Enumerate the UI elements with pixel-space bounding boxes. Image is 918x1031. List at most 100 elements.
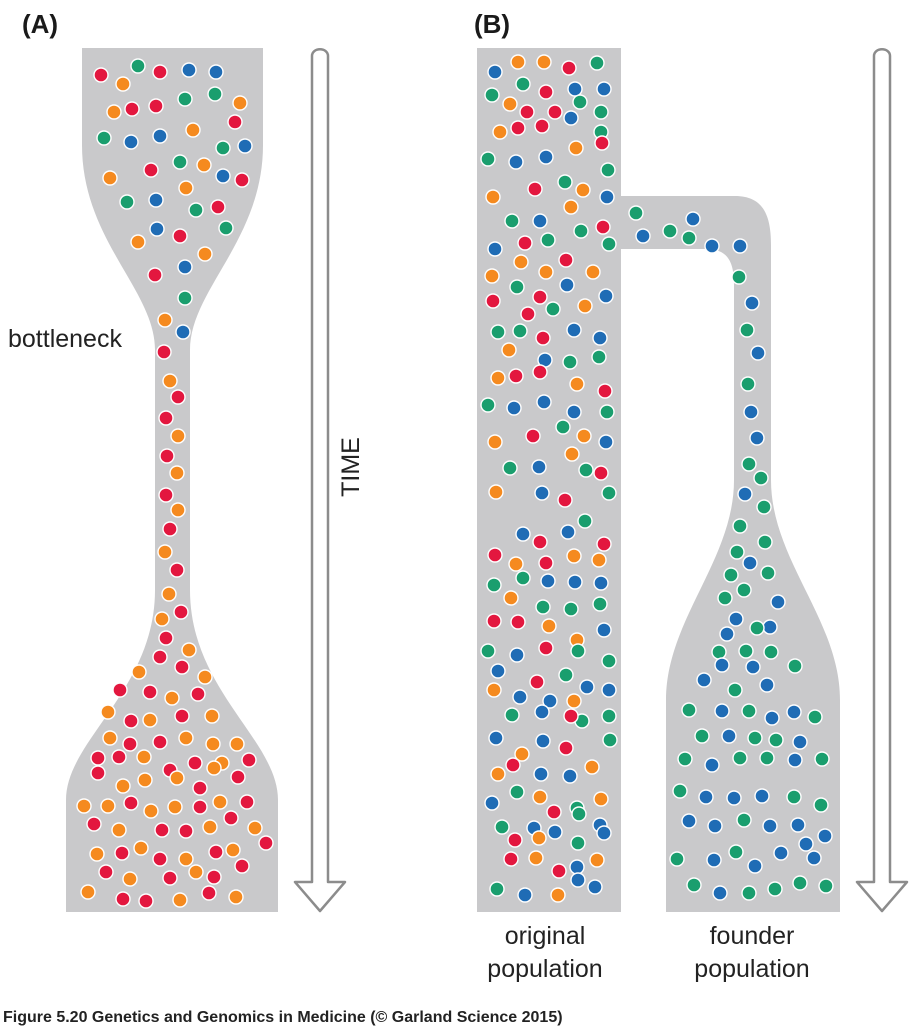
- allele-dot: [90, 765, 106, 781]
- allele-dot: [178, 730, 194, 746]
- allele-dot: [570, 872, 586, 888]
- allele-dot: [133, 840, 149, 856]
- allele-dot: [517, 887, 533, 903]
- allele-dot: [601, 682, 617, 698]
- allele-dot: [545, 301, 561, 317]
- allele-dot: [558, 667, 574, 683]
- allele-dot: [732, 238, 748, 254]
- allele-dot: [764, 710, 780, 726]
- allele-dot: [130, 234, 146, 250]
- allele-dot: [508, 154, 524, 170]
- allele-dot: [517, 235, 533, 251]
- allele-dot: [706, 852, 722, 868]
- allele-dot: [593, 575, 609, 591]
- allele-dot: [197, 246, 213, 262]
- allele-dot: [568, 140, 584, 156]
- allele-dot: [719, 626, 735, 642]
- allele-dot: [546, 804, 562, 820]
- allele-dot: [486, 577, 502, 593]
- allele-dot: [115, 778, 131, 794]
- allele-dot: [551, 863, 567, 879]
- allele-dot: [698, 789, 714, 805]
- time-label: TIME: [337, 437, 365, 497]
- allele-dot: [158, 487, 174, 503]
- allele-dot: [572, 94, 588, 110]
- allele-dot: [515, 526, 531, 542]
- allele-dot: [131, 664, 147, 680]
- allele-dot: [100, 798, 116, 814]
- allele-dot: [817, 828, 833, 844]
- allele-dot: [749, 430, 765, 446]
- allele-dot: [681, 813, 697, 829]
- allele-dot: [480, 397, 496, 413]
- allele-dot: [106, 104, 122, 120]
- allele-dot: [239, 794, 255, 810]
- allele-dot: [247, 820, 263, 836]
- allele-dot: [677, 751, 693, 767]
- allele-dot: [241, 752, 257, 768]
- allele-dot: [593, 791, 609, 807]
- allele-dot: [138, 893, 154, 909]
- allele-dot: [190, 686, 206, 702]
- allele-dot: [567, 81, 583, 97]
- allele-dot: [798, 836, 814, 852]
- allele-dot: [206, 869, 222, 885]
- allele-dot: [753, 470, 769, 486]
- founder-population-label-line2: population: [694, 955, 809, 983]
- allele-dot: [192, 799, 208, 815]
- allele-dot: [770, 594, 786, 610]
- allele-dot: [737, 486, 753, 502]
- allele-dot: [721, 728, 737, 744]
- allele-dot: [123, 795, 139, 811]
- allele-dot: [540, 573, 556, 589]
- allele-dot: [736, 582, 752, 598]
- allele-dot: [538, 640, 554, 656]
- allele-dot: [111, 749, 127, 765]
- allele-dot: [227, 114, 243, 130]
- allele-dot: [172, 892, 188, 908]
- allele-dot: [773, 845, 789, 861]
- allele-dot: [510, 120, 526, 136]
- allele-dot: [148, 192, 164, 208]
- allele-dot: [489, 881, 505, 897]
- allele-dot: [502, 96, 518, 112]
- allele-dot: [177, 290, 193, 306]
- allele-dot: [541, 618, 557, 634]
- allele-dot: [201, 885, 217, 901]
- allele-dot: [122, 871, 138, 887]
- allele-dot: [563, 708, 579, 724]
- allele-dot: [597, 383, 613, 399]
- allele-dot: [566, 322, 582, 338]
- allele-dot: [669, 851, 685, 867]
- allele-dot: [501, 342, 517, 358]
- allele-dot: [542, 693, 558, 709]
- allele-dot: [767, 881, 783, 897]
- allele-dot: [535, 330, 551, 346]
- allele-dot: [738, 643, 754, 659]
- allele-dot: [148, 98, 164, 114]
- founder-population-label-line1: founder: [710, 922, 795, 950]
- allele-dot: [714, 703, 730, 719]
- allele-dot: [662, 223, 678, 239]
- allele-dot: [172, 228, 188, 244]
- allele-dot: [567, 574, 583, 590]
- allele-dot: [707, 818, 723, 834]
- allele-dot: [508, 368, 524, 384]
- allele-dot: [154, 611, 170, 627]
- figure-caption: Figure 5.20 Genetics and Genomics in Med…: [3, 1009, 563, 1026]
- allele-dot: [76, 798, 92, 814]
- allele-dot: [601, 653, 617, 669]
- allele-dot: [208, 844, 224, 860]
- allele-dot: [714, 657, 730, 673]
- allele-dot: [505, 757, 521, 773]
- allele-dot: [485, 293, 501, 309]
- allele-dot: [534, 118, 550, 134]
- allele-dot: [487, 547, 503, 563]
- allele-dot: [711, 644, 727, 660]
- allele-dot: [747, 858, 763, 874]
- allele-dot: [174, 708, 190, 724]
- allele-dot: [557, 492, 573, 508]
- allele-dot: [170, 428, 186, 444]
- allele-dot: [484, 268, 500, 284]
- allele-dot: [592, 596, 608, 612]
